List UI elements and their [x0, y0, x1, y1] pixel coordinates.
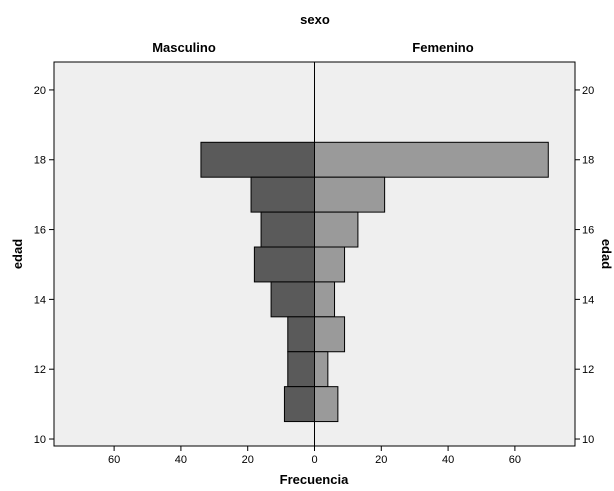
bar-masculino-age-18 — [200, 141, 315, 178]
x-tick-label: 40 — [442, 454, 454, 466]
y-axis-label-left: edad — [10, 239, 25, 269]
y-tick-label-left: 10 — [34, 434, 46, 446]
panel-label-femenino: Femenino — [412, 40, 473, 55]
y-tick-label-left: 18 — [34, 155, 46, 167]
bar-femenino-age-16 — [314, 211, 359, 248]
y-tick-label-left: 14 — [34, 294, 46, 306]
y-tick-label-right: 20 — [582, 85, 594, 97]
chart-title: sexo — [300, 12, 330, 27]
bar-masculino-age-12 — [287, 351, 315, 388]
x-tick-label: 20 — [375, 454, 387, 466]
y-tick-label-left: 16 — [34, 225, 46, 237]
axes-group: 60 40 20 0 20 40 60 20 20 18 18 16 16 14 14 12 12 10 10 — [34, 85, 595, 466]
bar-femenino-age-14 — [314, 281, 336, 318]
bar-femenino-age-18 — [314, 141, 549, 178]
x-tick-label: 40 — [175, 454, 187, 466]
y-tick-label-right: 14 — [582, 294, 594, 306]
bar-femenino-age-17 — [314, 176, 386, 213]
x-axis-label: Frecuencia — [280, 472, 349, 487]
bar-masculino-age-14 — [270, 281, 316, 318]
bar-masculino-age-13 — [287, 316, 315, 353]
y-tick-label-right: 18 — [582, 155, 594, 167]
bars-group — [200, 141, 549, 423]
bar-femenino-age-11 — [314, 386, 339, 423]
x-tick-label: 60 — [509, 454, 521, 466]
panel-label-masculino: Masculino — [152, 40, 216, 55]
y-tick-label-right: 12 — [582, 364, 594, 376]
bar-masculino-age-11 — [283, 386, 316, 423]
y-tick-label-right: 16 — [582, 225, 594, 237]
x-tick-label: 0 — [311, 454, 317, 466]
y-tick-label-left: 20 — [34, 85, 46, 97]
bar-masculino-age-15 — [253, 246, 315, 283]
y-axis-label-right: edad — [599, 239, 614, 269]
y-tick-label-right: 10 — [582, 434, 594, 446]
x-tick-label: 20 — [242, 454, 254, 466]
bar-masculino-age-16 — [260, 211, 316, 248]
bar-femenino-age-13 — [314, 316, 346, 353]
x-tick-label: 60 — [108, 454, 120, 466]
y-tick-label-left: 12 — [34, 364, 46, 376]
bar-masculino-age-17 — [250, 176, 316, 213]
bar-femenino-age-12 — [314, 351, 329, 388]
bar-femenino-age-15 — [314, 246, 346, 283]
